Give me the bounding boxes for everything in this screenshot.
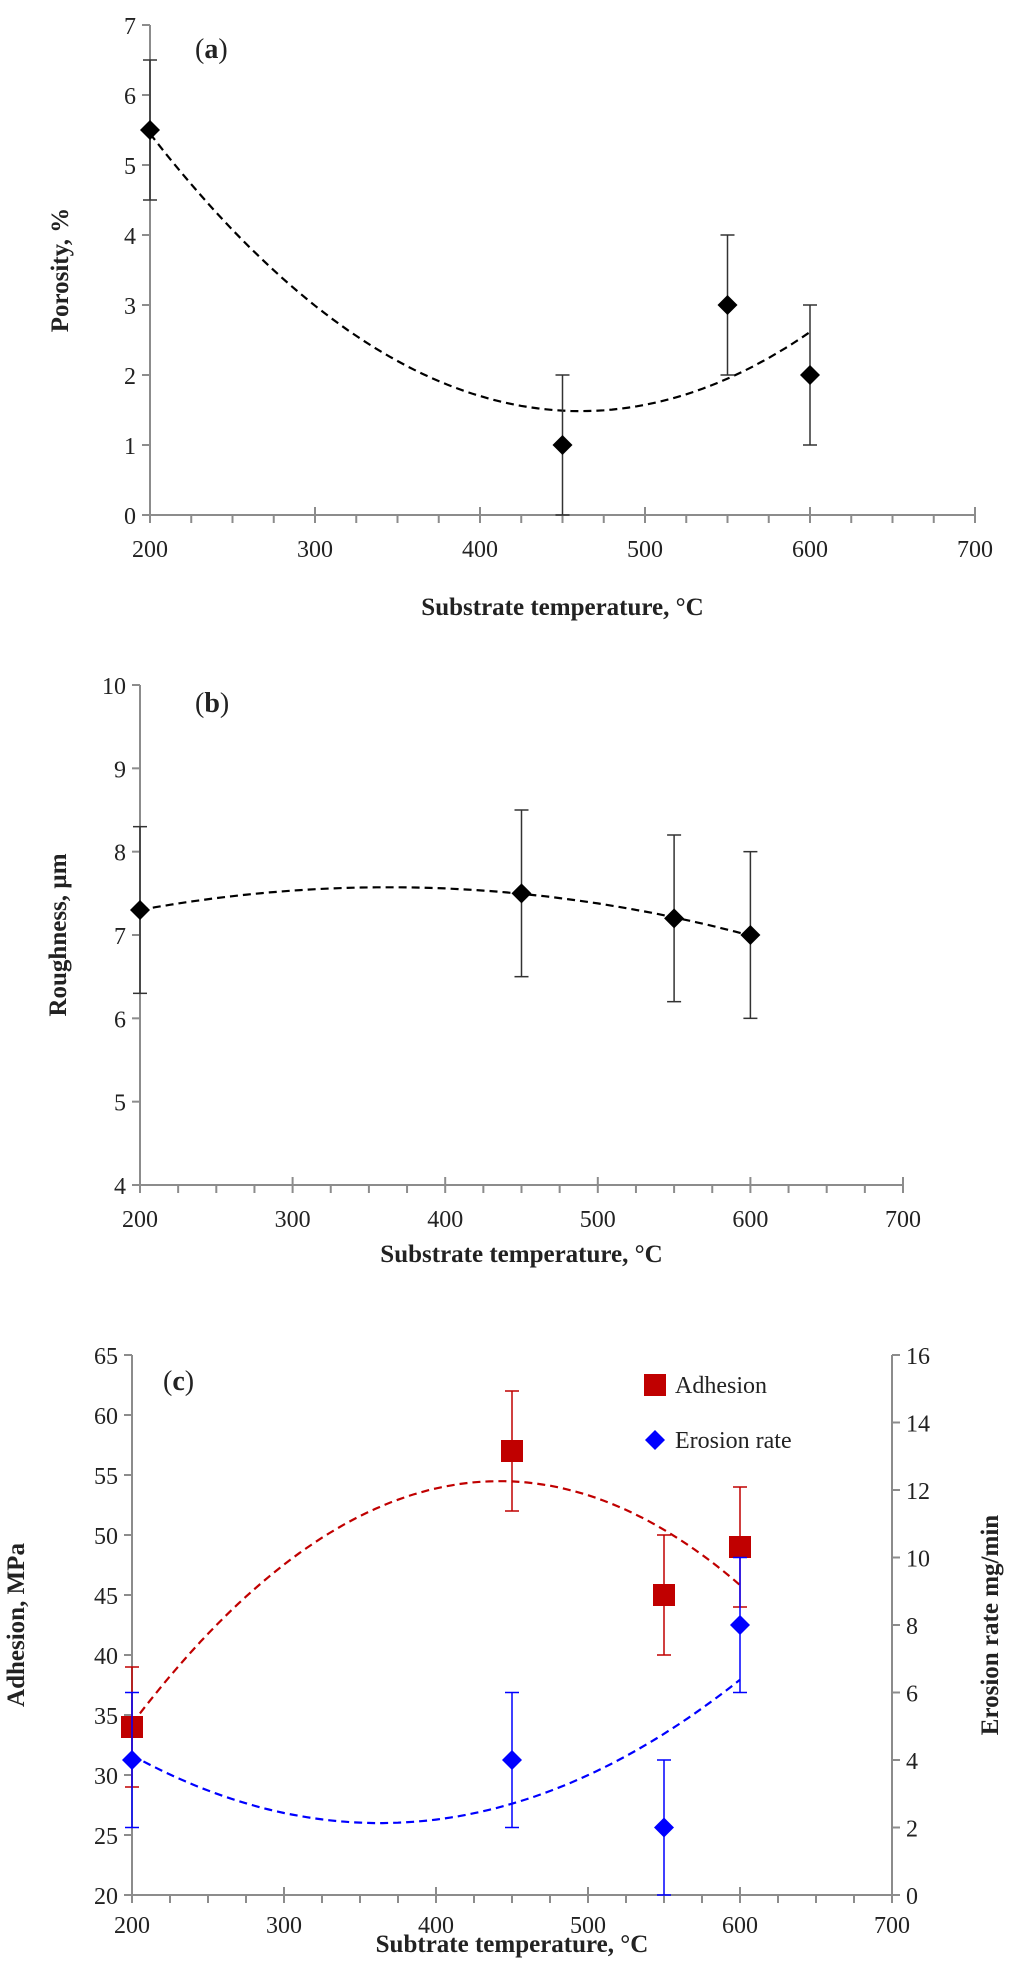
- y-tick-label: 25: [94, 1824, 118, 1850]
- y-axis-title: Adhesion, MPa: [3, 1543, 30, 1707]
- x-axis-title: Substrate temperature, °C: [380, 1241, 662, 1268]
- y-right-tick-label: 16: [906, 1344, 930, 1370]
- x-tick-label: 500: [580, 1207, 616, 1233]
- x-tick-label: 600: [722, 1913, 758, 1939]
- series-adhesion: [121, 1390, 751, 1788]
- legend-label: Erosion rate: [675, 1428, 792, 1454]
- data-point: [730, 1615, 750, 1635]
- panel-b-roughness-chart: 200 300 400 500 600 700 4 5 6 7 8 9 10 Substrate temp…: [45, 674, 921, 1268]
- data-point: [717, 295, 738, 315]
- x-tick-label: 700: [874, 1913, 910, 1939]
- data-point: [552, 435, 573, 455]
- y-tick-label: 1: [124, 434, 136, 460]
- y-tick-label: 7: [124, 14, 136, 40]
- y-tick-label: 40: [94, 1644, 118, 1670]
- x-tick-label: 700: [957, 537, 993, 563]
- y-tick-label: 60: [94, 1404, 118, 1430]
- x-tick-label: 600: [732, 1207, 768, 1233]
- y-right-tick-label: 4: [906, 1749, 918, 1775]
- trendline: [131, 1480, 741, 1725]
- y-right-tick-label: 14: [906, 1412, 930, 1438]
- series-0: [140, 59, 820, 516]
- y-right-tick-label: 12: [906, 1479, 930, 1505]
- x-axis-title: Substrate temperature, °C: [421, 594, 703, 621]
- x-tick-label: 700: [885, 1207, 921, 1233]
- x-axis-title: Subtrate temperature, °C: [376, 1931, 649, 1958]
- legend-marker: [644, 1374, 666, 1396]
- legend-label: Adhesion: [675, 1373, 767, 1399]
- data-point: [664, 908, 685, 929]
- data-point: [130, 900, 150, 920]
- y-right-tick-label: 8: [906, 1614, 918, 1640]
- y-tick-label: 20: [94, 1884, 118, 1910]
- legend: Adhesion Erosion rate: [644, 1373, 792, 1454]
- y-tick-label: 5: [124, 154, 136, 180]
- data-point: [740, 925, 761, 945]
- x-tick-label: 200: [122, 1207, 158, 1233]
- x-tick-label: 600: [792, 537, 828, 563]
- data-point: [800, 365, 820, 385]
- data-point: [502, 1750, 522, 1770]
- panel-label: (c): [163, 1366, 194, 1397]
- panel-label: (a): [195, 34, 228, 65]
- x-tick-label: 300: [266, 1913, 302, 1939]
- x-tick-label: 300: [275, 1207, 311, 1233]
- x-tick-label: 400: [462, 537, 498, 563]
- x-tick-label: 200: [114, 1913, 150, 1939]
- x-tick-label: 400: [427, 1207, 463, 1233]
- y-tick-label: 2: [124, 364, 136, 390]
- x-tick-label: 500: [627, 537, 663, 563]
- trendline: [149, 133, 811, 413]
- x-tick-label: 200: [132, 537, 168, 563]
- y-tick-label: 0: [124, 504, 136, 530]
- y-tick-label: 4: [114, 1174, 126, 1200]
- data-point: [511, 883, 532, 904]
- legend-marker: [645, 1430, 665, 1450]
- y-tick-label: 7: [114, 924, 126, 950]
- x-tick-label: 300: [297, 537, 333, 563]
- y-tick-label: 8: [114, 841, 126, 867]
- y-tick-label: 3: [124, 294, 136, 320]
- y-tick-label: 6: [124, 84, 136, 110]
- y-tick-label: 10: [102, 674, 126, 700]
- x-tick-label: 500: [570, 1913, 606, 1939]
- y-axis-title: Roughness, µm: [45, 853, 72, 1016]
- trendline: [131, 1678, 741, 1825]
- panel-a-porosity-chart: 200 300 400 500 600 700 0 1 2 3 4 5 6 7 Substrate temp…: [47, 14, 993, 621]
- data-point: [140, 120, 160, 140]
- data-point: [729, 1536, 751, 1558]
- y-tick-label: 30: [94, 1764, 118, 1790]
- panel-label: (b): [195, 688, 229, 719]
- y-right-tick-label: 0: [906, 1884, 918, 1910]
- y-tick-label: 55: [94, 1464, 118, 1490]
- y-tick-label: 50: [94, 1524, 118, 1550]
- y-tick-label: 9: [114, 757, 126, 783]
- y-tick-label: 45: [94, 1584, 118, 1610]
- y-right-tick-label: 6: [906, 1682, 918, 1708]
- series-0: [130, 809, 761, 1020]
- y-right-tick-label: 2: [906, 1817, 918, 1843]
- y-tick-label: 35: [94, 1704, 118, 1730]
- data-point: [122, 1750, 142, 1770]
- y-tick-label: 4: [124, 224, 136, 250]
- y-tick-label: 65: [94, 1344, 118, 1370]
- data-point: [654, 1817, 674, 1838]
- y-axis-title: Porosity, %: [47, 208, 74, 333]
- y-tick-label: 5: [114, 1091, 126, 1117]
- x-tick-label: 400: [418, 1913, 454, 1939]
- series-erosion-rate: [122, 1556, 750, 1896]
- panel-c-adhesion-erosion-chart: 200 300 400 500 600 700 20 25 30 35 40 45 50 55 60 65 0 2…: [3, 1344, 1004, 1958]
- y-right-tick-label: 10: [906, 1547, 930, 1573]
- y-axis-right-title: Erosion rate mg/min: [977, 1515, 1004, 1735]
- y-tick-label: 6: [114, 1007, 126, 1033]
- data-point: [501, 1440, 523, 1462]
- data-point: [653, 1584, 675, 1606]
- trendline: [139, 886, 751, 937]
